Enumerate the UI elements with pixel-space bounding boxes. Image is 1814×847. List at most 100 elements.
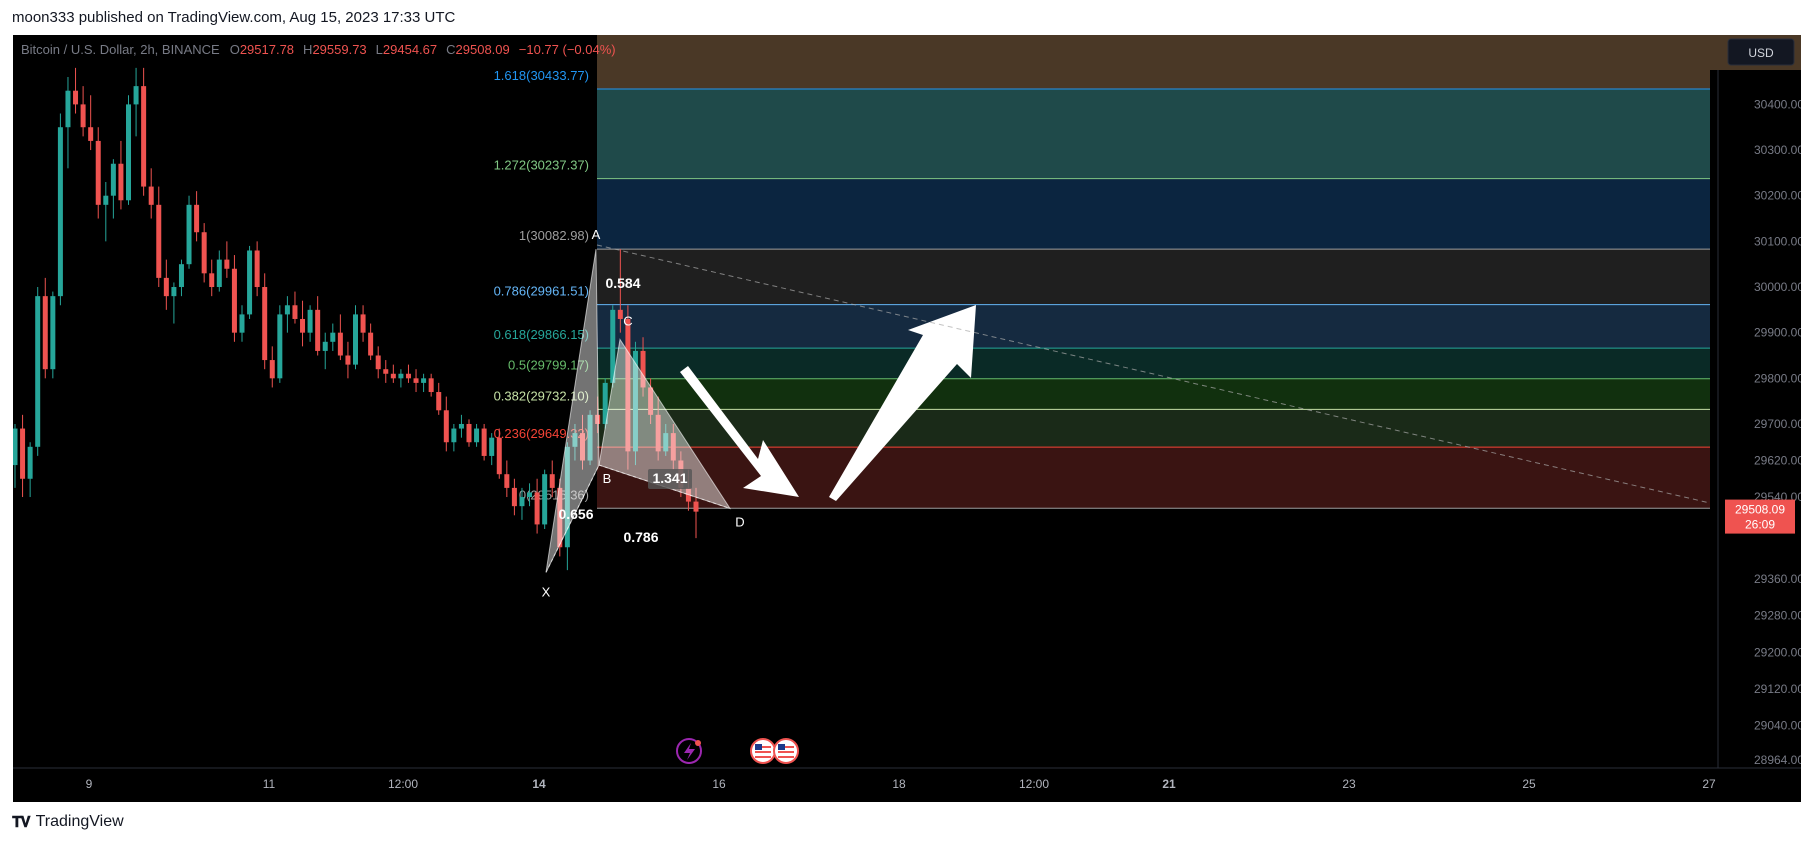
fib-band-5 [597, 378, 1710, 410]
candle [163, 259, 169, 310]
candle [655, 396, 661, 461]
candle [201, 223, 207, 283]
x-tick-label: 9 [86, 777, 93, 791]
candle [20, 414, 26, 498]
candle [549, 460, 555, 498]
fib-label-3: 0.786(29961.51) [494, 284, 589, 299]
legend-change: −10.77 (−0.04%) [519, 42, 616, 57]
candle [65, 77, 71, 169]
fib-band-3 [597, 304, 1710, 349]
y-tick-label: 28964.00 [1754, 753, 1801, 767]
axes: 30400.00 30300.00 30200.00 30100.00 30000.00… [13, 70, 1801, 791]
legend-symbol: Bitcoin / U.S. Dollar, 2h, BINANCE [21, 42, 220, 57]
fib-label-5: 0.5(29799.17) [508, 358, 589, 373]
candle [390, 364, 396, 383]
legend-open: O29517.78 [230, 42, 294, 57]
candle [178, 259, 184, 297]
x-tick-label: 18 [892, 777, 906, 791]
x-tick-label: 11 [263, 777, 276, 791]
pattern-xb-line [545, 464, 600, 573]
pattern-point-X: X [542, 584, 551, 599]
candle [527, 483, 533, 507]
price-chart[interactable]: 1.618(30433.77) 1.272(30237.37) 1(30082.98… [13, 35, 1801, 802]
candle [405, 364, 411, 383]
y-tick-label: 29900.00 [1754, 326, 1801, 340]
candle-layer [13, 67, 699, 571]
projection-arrows [680, 305, 976, 501]
candle [602, 378, 608, 429]
y-tick-label: 29280.00 [1754, 609, 1801, 623]
pattern-point-D: D [735, 514, 744, 529]
candle [617, 249, 623, 333]
footer: 𝐓𝐕 TradingView [12, 813, 124, 831]
y-tick-label: 29120.00 [1754, 682, 1801, 696]
pattern-point-A: A [592, 227, 601, 242]
candle [504, 460, 510, 498]
tradingview-logo-icon: 𝐓𝐕 [12, 813, 31, 831]
candle [436, 382, 442, 415]
candle [587, 410, 593, 466]
y-tick-label: 30100.00 [1754, 234, 1801, 248]
y-tick-label: 29700.00 [1754, 417, 1801, 431]
candle [360, 305, 366, 342]
fib-layer: 1.618(30433.77) 1.272(30237.37) 1(30082.98… [494, 35, 1710, 509]
fib-band-0 [597, 88, 1710, 179]
candle [534, 478, 540, 534]
candle [322, 332, 328, 370]
candle [443, 396, 449, 452]
candle [262, 273, 268, 370]
last-price-label: 29508.09 [1735, 503, 1785, 517]
publisher-line: moon333 published on TradingView.com, Au… [12, 9, 456, 26]
notification-dot [695, 740, 701, 746]
pattern-point-C: C [623, 314, 632, 329]
y-tick-label: 29360.00 [1754, 572, 1801, 586]
candle [247, 245, 253, 319]
y-tick-label: 30000.00 [1754, 280, 1801, 294]
candle [511, 478, 517, 516]
candle [572, 423, 578, 461]
chart-area[interactable]: 1.618(30433.77) 1.272(30237.37) 1(30082.98… [13, 35, 1801, 802]
candle [670, 423, 676, 470]
candle [489, 433, 495, 466]
candle [375, 346, 381, 379]
candle [458, 414, 464, 438]
event-icons[interactable] [676, 738, 799, 764]
candle [368, 323, 374, 361]
candle [632, 341, 638, 466]
y-tick-label: 30200.00 [1754, 189, 1801, 203]
pattern-ratio-2: 1.341 [652, 470, 687, 486]
y-tick-label: 29040.00 [1754, 718, 1801, 732]
candle [421, 373, 427, 393]
countdown-label: 26:09 [1745, 518, 1775, 532]
up-arrow [829, 305, 976, 501]
candle [663, 423, 669, 456]
candle [80, 86, 86, 137]
candle [337, 314, 343, 361]
x-tick-label: 12:00 [388, 777, 418, 791]
candle [353, 305, 358, 370]
legend-close: C29508.09 [446, 42, 510, 57]
candle [269, 346, 275, 388]
candle [330, 323, 336, 351]
candle [133, 67, 139, 137]
legend-low: L29454.67 [376, 42, 437, 57]
candle [474, 423, 480, 447]
ratio-box [648, 469, 692, 489]
x-tick-label: 16 [712, 777, 726, 791]
y-tick-label: 29800.00 [1754, 371, 1801, 385]
candle [73, 67, 79, 114]
candle [27, 442, 33, 498]
fib-label-0: 1.618(30433.77) [494, 68, 589, 83]
trendline [596, 244, 1711, 504]
lightning-icon[interactable] [676, 738, 702, 764]
candle [194, 191, 200, 242]
currency-label: USD [1748, 46, 1774, 60]
candle [35, 287, 41, 456]
y-tick-label: 29200.00 [1754, 645, 1801, 659]
candle [640, 337, 646, 397]
candle [224, 241, 230, 278]
candle [345, 341, 351, 379]
candle [519, 487, 525, 520]
currency-button[interactable]: USD [1727, 38, 1795, 66]
